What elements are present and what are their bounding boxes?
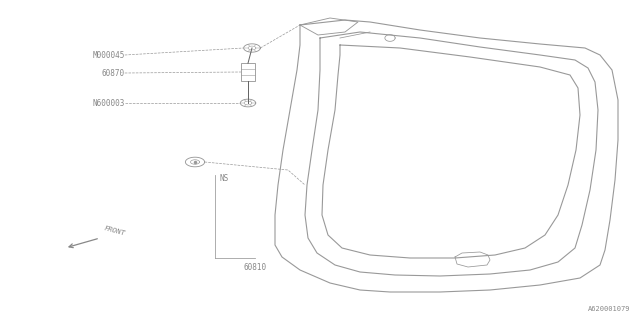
Text: 60810: 60810 [243,262,267,271]
Text: N600003: N600003 [92,99,125,108]
Text: A620001079: A620001079 [588,306,630,312]
Text: 60870: 60870 [102,68,125,77]
Text: M000045: M000045 [92,51,125,60]
Text: NS: NS [220,173,229,182]
Text: FRONT: FRONT [103,225,126,236]
